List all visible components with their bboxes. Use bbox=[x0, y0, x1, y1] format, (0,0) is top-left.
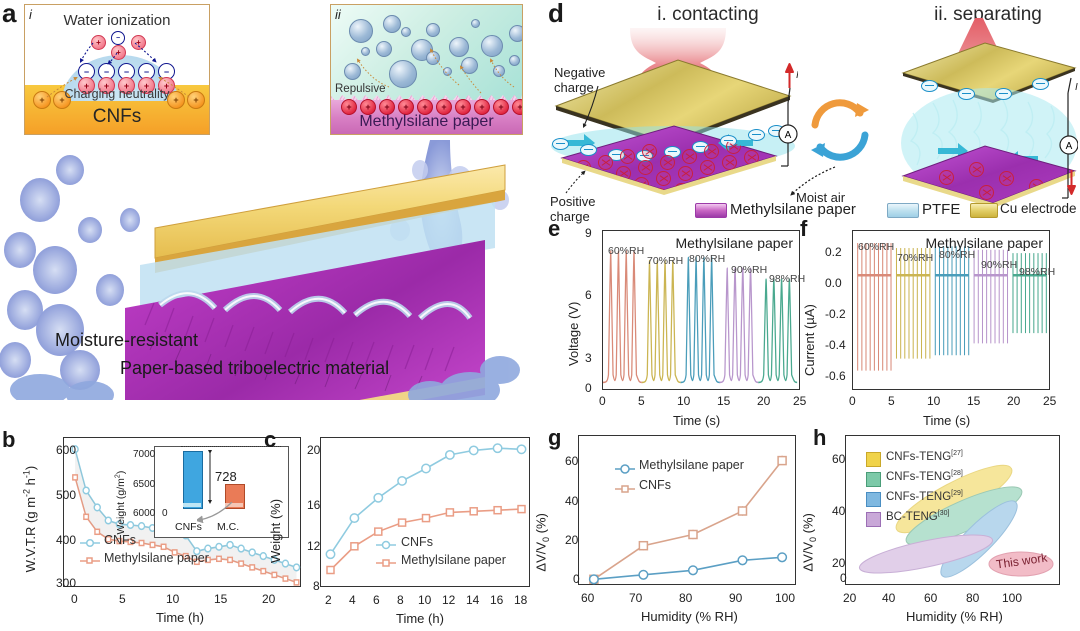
svg-text:I: I bbox=[796, 70, 798, 81]
svg-text:A: A bbox=[1066, 141, 1073, 152]
svg-text:A: A bbox=[785, 130, 792, 141]
svg-text:I: I bbox=[1075, 82, 1078, 93]
